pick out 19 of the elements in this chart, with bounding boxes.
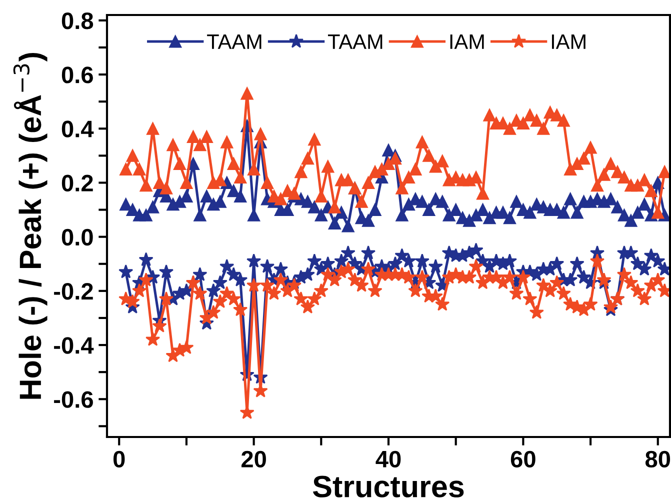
x-tick-label: 0 bbox=[113, 450, 125, 468]
y-tick-label: -0.2 bbox=[54, 282, 93, 300]
x-tick-label: 60 bbox=[510, 450, 536, 468]
y-tick-label: -0.4 bbox=[54, 337, 94, 354]
legend-label: TAAM bbox=[328, 34, 382, 49]
x-tick-label: 20 bbox=[242, 450, 266, 468]
y-axis-title: Hole (-) / Peak (+) (eÅ$^{−3}$) bbox=[13, 53, 48, 399]
x-tick-label: 40 bbox=[376, 450, 401, 468]
y-tick-label: 0.4 bbox=[62, 120, 94, 138]
legend-label: IAM bbox=[450, 34, 484, 49]
y-tick-label: 0.2 bbox=[62, 174, 93, 192]
y-tick-label: 0.8 bbox=[62, 12, 94, 30]
x-axis-title: Structures bbox=[312, 476, 464, 498]
legend-label: IAM bbox=[552, 34, 586, 49]
y-tick-label: -0.6 bbox=[54, 391, 93, 408]
x-tick-label: 80 bbox=[645, 450, 670, 468]
y-tick-label: 0.6 bbox=[62, 66, 93, 84]
legend-label: TAAM bbox=[207, 34, 262, 49]
y-tick-label: 0.0 bbox=[62, 228, 93, 246]
